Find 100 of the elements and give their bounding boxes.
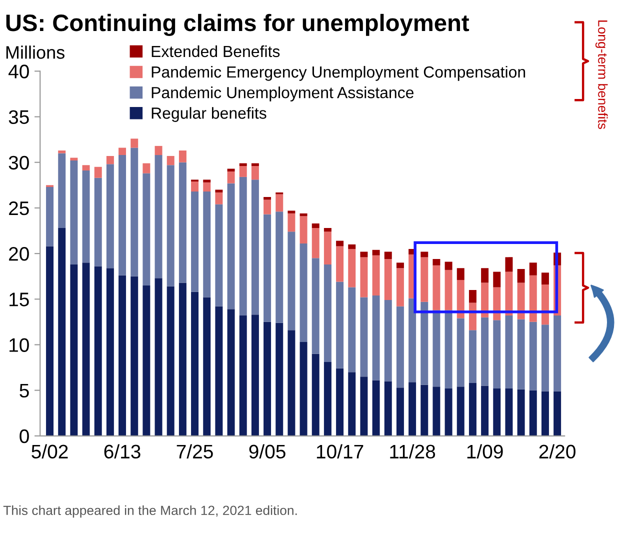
- bar: [444, 262, 452, 270]
- bar: [106, 268, 114, 436]
- bar: [264, 197, 272, 200]
- bar: [276, 322, 284, 436]
- legend-label: Regular benefits: [152, 107, 266, 122]
- bar: [456, 318, 464, 387]
- bar: [360, 376, 368, 436]
- bar: [324, 232, 332, 264]
- bar: [505, 388, 513, 436]
- bar: [166, 286, 174, 436]
- bar: [227, 309, 235, 436]
- bar: [408, 382, 416, 436]
- bar: [372, 255, 380, 296]
- bar: [396, 268, 404, 306]
- bar: [118, 148, 126, 156]
- bar: [432, 265, 440, 310]
- bar: [288, 232, 296, 330]
- bar: [529, 262, 537, 276]
- bar: [444, 388, 452, 436]
- bar: [178, 150, 186, 162]
- bar: [348, 287, 356, 372]
- bar: [420, 384, 428, 436]
- bar: [276, 194, 284, 212]
- x-tick-label: 10/17: [316, 444, 364, 459]
- bar: [336, 282, 344, 368]
- bar: [178, 282, 186, 436]
- bar: [154, 278, 162, 436]
- bar: [118, 155, 126, 276]
- bar: [432, 386, 440, 436]
- bar: [106, 164, 114, 268]
- bar: [529, 390, 537, 436]
- bar: [46, 186, 54, 246]
- bar: [251, 314, 259, 436]
- bar: [481, 268, 489, 283]
- bar: [348, 244, 356, 249]
- bar: [420, 252, 428, 258]
- bar: [420, 257, 428, 302]
- chart-title: US: Continuing claims for unemployment: [6, 14, 470, 36]
- bar: [239, 163, 247, 166]
- bar: [300, 244, 308, 342]
- bar: [251, 180, 259, 315]
- bar: [444, 310, 452, 388]
- bar: [360, 297, 368, 377]
- bar: [372, 380, 380, 436]
- bar: [203, 182, 211, 192]
- bar: [251, 163, 259, 166]
- bar: [468, 290, 476, 303]
- bar: [493, 287, 501, 320]
- bar: [82, 165, 90, 171]
- y-tick-label: 10: [10, 338, 29, 352]
- bar: [384, 259, 392, 300]
- bar: [517, 389, 525, 436]
- y-tick-label: 35: [8, 110, 29, 124]
- bar: [420, 302, 428, 385]
- bar: [130, 138, 138, 148]
- bar: [300, 342, 308, 436]
- bar: [142, 285, 150, 436]
- bar: [384, 252, 392, 260]
- bar: [94, 266, 102, 436]
- bar: [166, 156, 174, 166]
- bar: [203, 180, 211, 182]
- bar: [130, 276, 138, 436]
- bar: [312, 228, 320, 258]
- bar: [154, 155, 162, 278]
- bar: [203, 297, 211, 436]
- bar: [239, 316, 247, 436]
- bar: [396, 262, 404, 268]
- bar: [239, 176, 247, 316]
- bar: [408, 298, 416, 382]
- text: This chart appeared in the March 12, 2021 edition.: [3, 505, 297, 518]
- bar: [493, 388, 501, 436]
- x-tick-label: 6/13: [104, 444, 140, 459]
- bar: [130, 148, 138, 276]
- bar: [468, 383, 476, 436]
- bar: [456, 268, 464, 280]
- y-tick-label: 0: [20, 429, 29, 444]
- bar: [493, 272, 501, 288]
- bar: [215, 192, 223, 204]
- bar: [505, 316, 513, 388]
- y-tick-label: 15: [10, 292, 29, 306]
- bar: [264, 214, 272, 322]
- bar: [541, 272, 549, 285]
- bar: [288, 210, 296, 214]
- bar: [264, 200, 272, 214]
- y-tick-label: 30: [8, 156, 29, 170]
- bar: [554, 316, 562, 392]
- bar: [481, 282, 489, 318]
- bar: [118, 275, 126, 436]
- bar: [46, 246, 54, 436]
- bar: [432, 310, 440, 387]
- bar: [300, 216, 308, 244]
- bar: [348, 248, 356, 288]
- bar: [106, 156, 114, 164]
- bar: [505, 272, 513, 316]
- bar: [360, 257, 368, 298]
- bar: [203, 192, 211, 298]
- bar: [288, 330, 296, 436]
- bar: [191, 292, 199, 436]
- bar: [94, 178, 102, 266]
- bar: [336, 368, 344, 436]
